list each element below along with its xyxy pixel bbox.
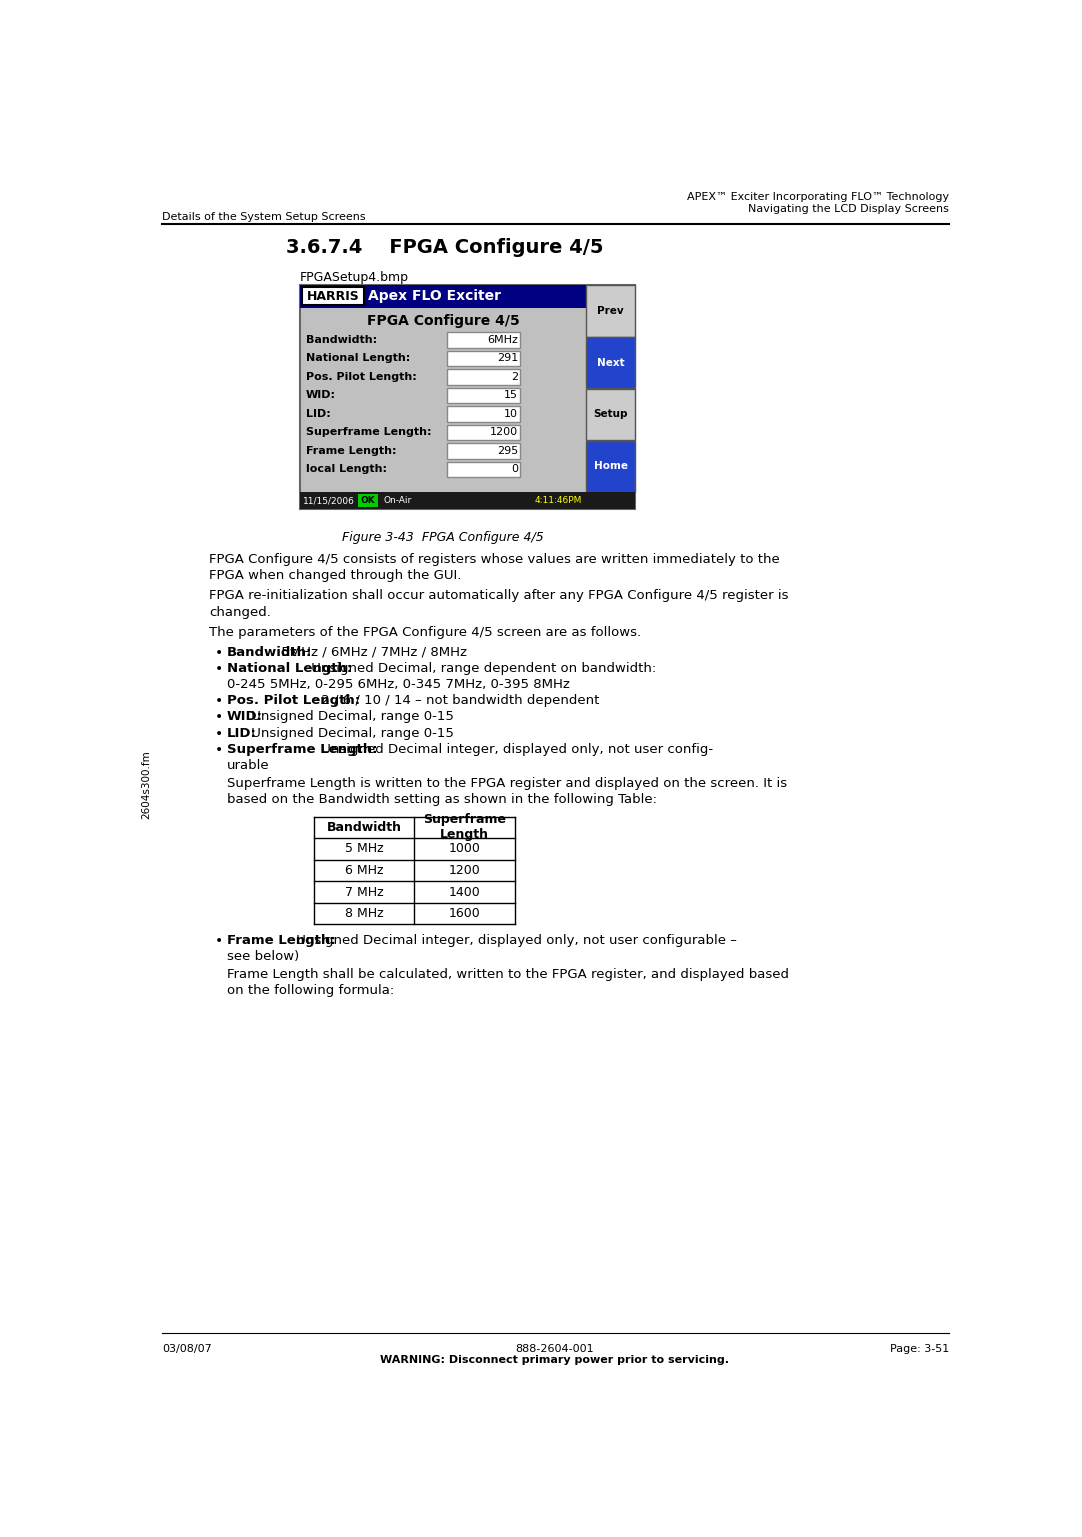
Text: Superframe Length is written to the FPGA register and displayed on the screen. I: Superframe Length is written to the FPGA… [227,776,787,790]
Text: 5 MHz: 5 MHz [344,842,383,856]
Text: •: • [215,695,223,709]
Text: Frame Length:: Frame Length: [306,446,396,456]
Text: FPGASetup4.bmp: FPGASetup4.bmp [300,271,409,284]
Text: National Length:: National Length: [306,354,410,363]
Bar [447,406,520,421]
Text: •: • [215,727,223,741]
Text: see below): see below) [227,950,299,962]
Bar [447,369,520,384]
Text: Unsigned Decimal, range 0-15: Unsigned Decimal, range 0-15 [247,727,453,739]
Bar [586,389,635,441]
Bar [586,286,635,337]
Text: Pos. Pilot Length:: Pos. Pilot Length: [227,695,360,707]
Text: National Length:: National Length: [227,662,352,675]
Text: Superframe Length:: Superframe Length: [306,427,432,438]
Text: 4:11:46PM: 4:11:46PM [536,496,582,506]
Text: 1600: 1600 [449,907,480,921]
Text: Unsigned Decimal integer, displayed only, not user config-: Unsigned Decimal integer, displayed only… [317,742,713,756]
Text: Unsigned Decimal, range dependent on bandwidth:: Unsigned Decimal, range dependent on ban… [306,662,656,675]
Text: changed.: changed. [209,606,270,618]
Text: 03/08/07: 03/08/07 [162,1343,212,1354]
Text: 6 MHz: 6 MHz [345,864,383,878]
Text: Superframe
Length: Superframe Length [423,813,506,841]
Text: On-Air: On-Air [383,496,411,506]
Text: •: • [215,646,223,659]
Text: •: • [215,662,223,676]
Text: Apex FLO Exciter: Apex FLO Exciter [368,289,501,303]
Text: FPGA when changed through the GUI.: FPGA when changed through the GUI. [209,569,461,581]
Text: Bandwidth: Bandwidth [327,821,401,835]
Text: FPGA Configure 4/5: FPGA Configure 4/5 [367,315,519,329]
Bar [447,332,520,347]
Text: 6MHz: 6MHz [487,335,518,344]
Text: Frame Length:: Frame Length: [227,933,335,947]
Text: Unsigned Decimal, range 0-15: Unsigned Decimal, range 0-15 [247,710,453,724]
Text: Frame Length shall be calculated, written to the FPGA register, and displayed ba: Frame Length shall be calculated, writte… [227,967,789,981]
Text: based on the Bandwidth setting as shown in the following Table:: based on the Bandwidth setting as shown … [227,793,657,805]
Text: 8 MHz: 8 MHz [344,907,383,921]
Text: OK: OK [360,496,375,506]
Text: 291: 291 [497,354,518,363]
Bar [447,387,520,403]
Bar [300,492,635,509]
Text: Next: Next [597,358,624,367]
Text: 888-2604-001: 888-2604-001 [515,1343,594,1354]
Bar [302,287,364,306]
Text: LID:: LID: [306,409,330,420]
Text: APEX™ Exciter Incorporating FLO™ Technology: APEX™ Exciter Incorporating FLO™ Technol… [687,192,949,203]
Text: 295: 295 [497,446,518,456]
Text: on the following formula:: on the following formula: [227,984,394,996]
Text: 1400: 1400 [449,885,480,899]
Text: The parameters of the FPGA Configure 4/5 screen are as follows.: The parameters of the FPGA Configure 4/5… [209,627,641,639]
Bar [447,350,520,366]
Text: 0: 0 [511,464,518,475]
Text: WID:: WID: [306,390,335,401]
Bar [300,284,635,509]
Text: 5MHz / 6MHz / 7MHz / 8MHz: 5MHz / 6MHz / 7MHz / 8MHz [277,646,466,659]
Text: WID:: WID: [227,710,263,724]
Text: •: • [215,710,223,724]
Text: LID:: LID: [227,727,256,739]
Text: Bandwidth:: Bandwidth: [227,646,312,659]
Text: Superframe Length:: Superframe Length: [227,742,378,756]
Text: 2604s300.fm: 2604s300.fm [141,750,151,819]
Bar [447,443,520,458]
Text: local Length:: local Length: [306,464,386,475]
Text: Page: 3-51: Page: 3-51 [889,1343,949,1354]
Text: Home: Home [594,461,628,472]
Text: Pos. Pilot Length:: Pos. Pilot Length: [306,372,417,381]
Text: 15: 15 [504,390,518,401]
Text: Bandwidth:: Bandwidth: [306,335,377,344]
Text: 3.6.7.4    FPGA Configure 4/5: 3.6.7.4 FPGA Configure 4/5 [287,238,604,257]
Text: Setup: Setup [593,409,628,420]
Text: WARNING: Disconnect primary power prior to servicing.: WARNING: Disconnect primary power prior … [380,1354,729,1365]
Text: 2 / 6 / 10 / 14 – not bandwidth dependent: 2 / 6 / 10 / 14 – not bandwidth dependen… [317,695,599,707]
Text: 1200: 1200 [449,864,480,878]
Text: HARRIS: HARRIS [306,289,359,303]
Text: 1000: 1000 [449,842,480,856]
Text: 7 MHz: 7 MHz [344,885,383,899]
Bar [358,493,378,507]
Text: Details of the System Setup Screens: Details of the System Setup Screens [162,212,366,223]
Bar [447,424,520,440]
Text: 10: 10 [504,409,518,420]
Text: FPGA Configure 4/5 consists of registers whose values are written immediately to: FPGA Configure 4/5 consists of registers… [209,552,780,566]
Bar [447,461,520,476]
Text: Prev: Prev [597,306,624,315]
Text: FPGA re-initialization shall occur automatically after any FPGA Configure 4/5 re: FPGA re-initialization shall occur autom… [209,590,789,603]
Text: •: • [215,933,223,948]
Bar [300,284,586,307]
Bar [586,441,635,492]
Text: 11/15/2006: 11/15/2006 [303,496,355,506]
Bar [586,337,635,389]
Text: Navigating the LCD Display Screens: Navigating the LCD Display Screens [748,204,949,215]
Text: Figure 3-43  FPGA Configure 4/5: Figure 3-43 FPGA Configure 4/5 [342,530,544,544]
Text: 0-245 5MHz, 0-295 6MHz, 0-345 7MHz, 0-395 8MHz: 0-245 5MHz, 0-295 6MHz, 0-345 7MHz, 0-39… [227,678,569,692]
Text: •: • [215,742,223,756]
Text: Unsigned Decimal integer, displayed only, not user configurable –: Unsigned Decimal integer, displayed only… [292,933,737,947]
Text: 2: 2 [511,372,518,381]
Text: urable: urable [227,759,269,772]
Text: 1200: 1200 [490,427,518,438]
